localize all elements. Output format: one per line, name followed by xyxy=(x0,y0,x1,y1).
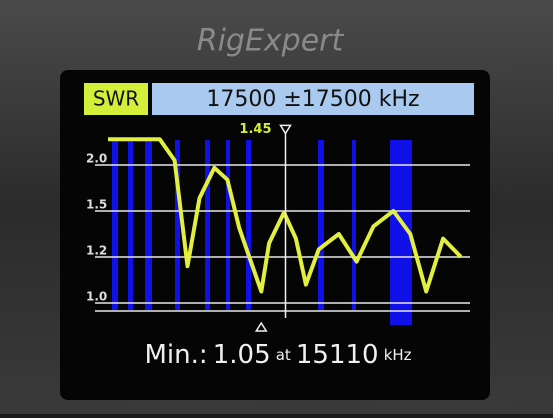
page: RigExpert SWR 17500 ±17500 kHz 1.0 1.2 1.5… xyxy=(0,0,553,414)
min-value: 1.05 xyxy=(213,340,271,370)
cursor-value: 1.45 xyxy=(239,122,271,137)
min-label: Min.: xyxy=(144,340,207,370)
y-tick-label: 1.0 xyxy=(86,290,107,304)
min-unit: kHz xyxy=(384,346,412,364)
range-title: 17500 ±17500 kHz xyxy=(206,87,419,112)
min-freq: 15110 xyxy=(296,340,379,370)
mode-label: SWR xyxy=(93,87,139,111)
y-tick-label: 2.0 xyxy=(86,152,107,166)
y-tick-label: 1.2 xyxy=(86,244,107,258)
min-at: at xyxy=(276,346,291,364)
y-tick-label: 1.5 xyxy=(86,198,107,212)
device-photo: RigExpert SWR 17500 ±17500 kHz 1.0 1.2 1.5… xyxy=(0,0,553,414)
brand-logo: RigExpert xyxy=(197,24,345,59)
